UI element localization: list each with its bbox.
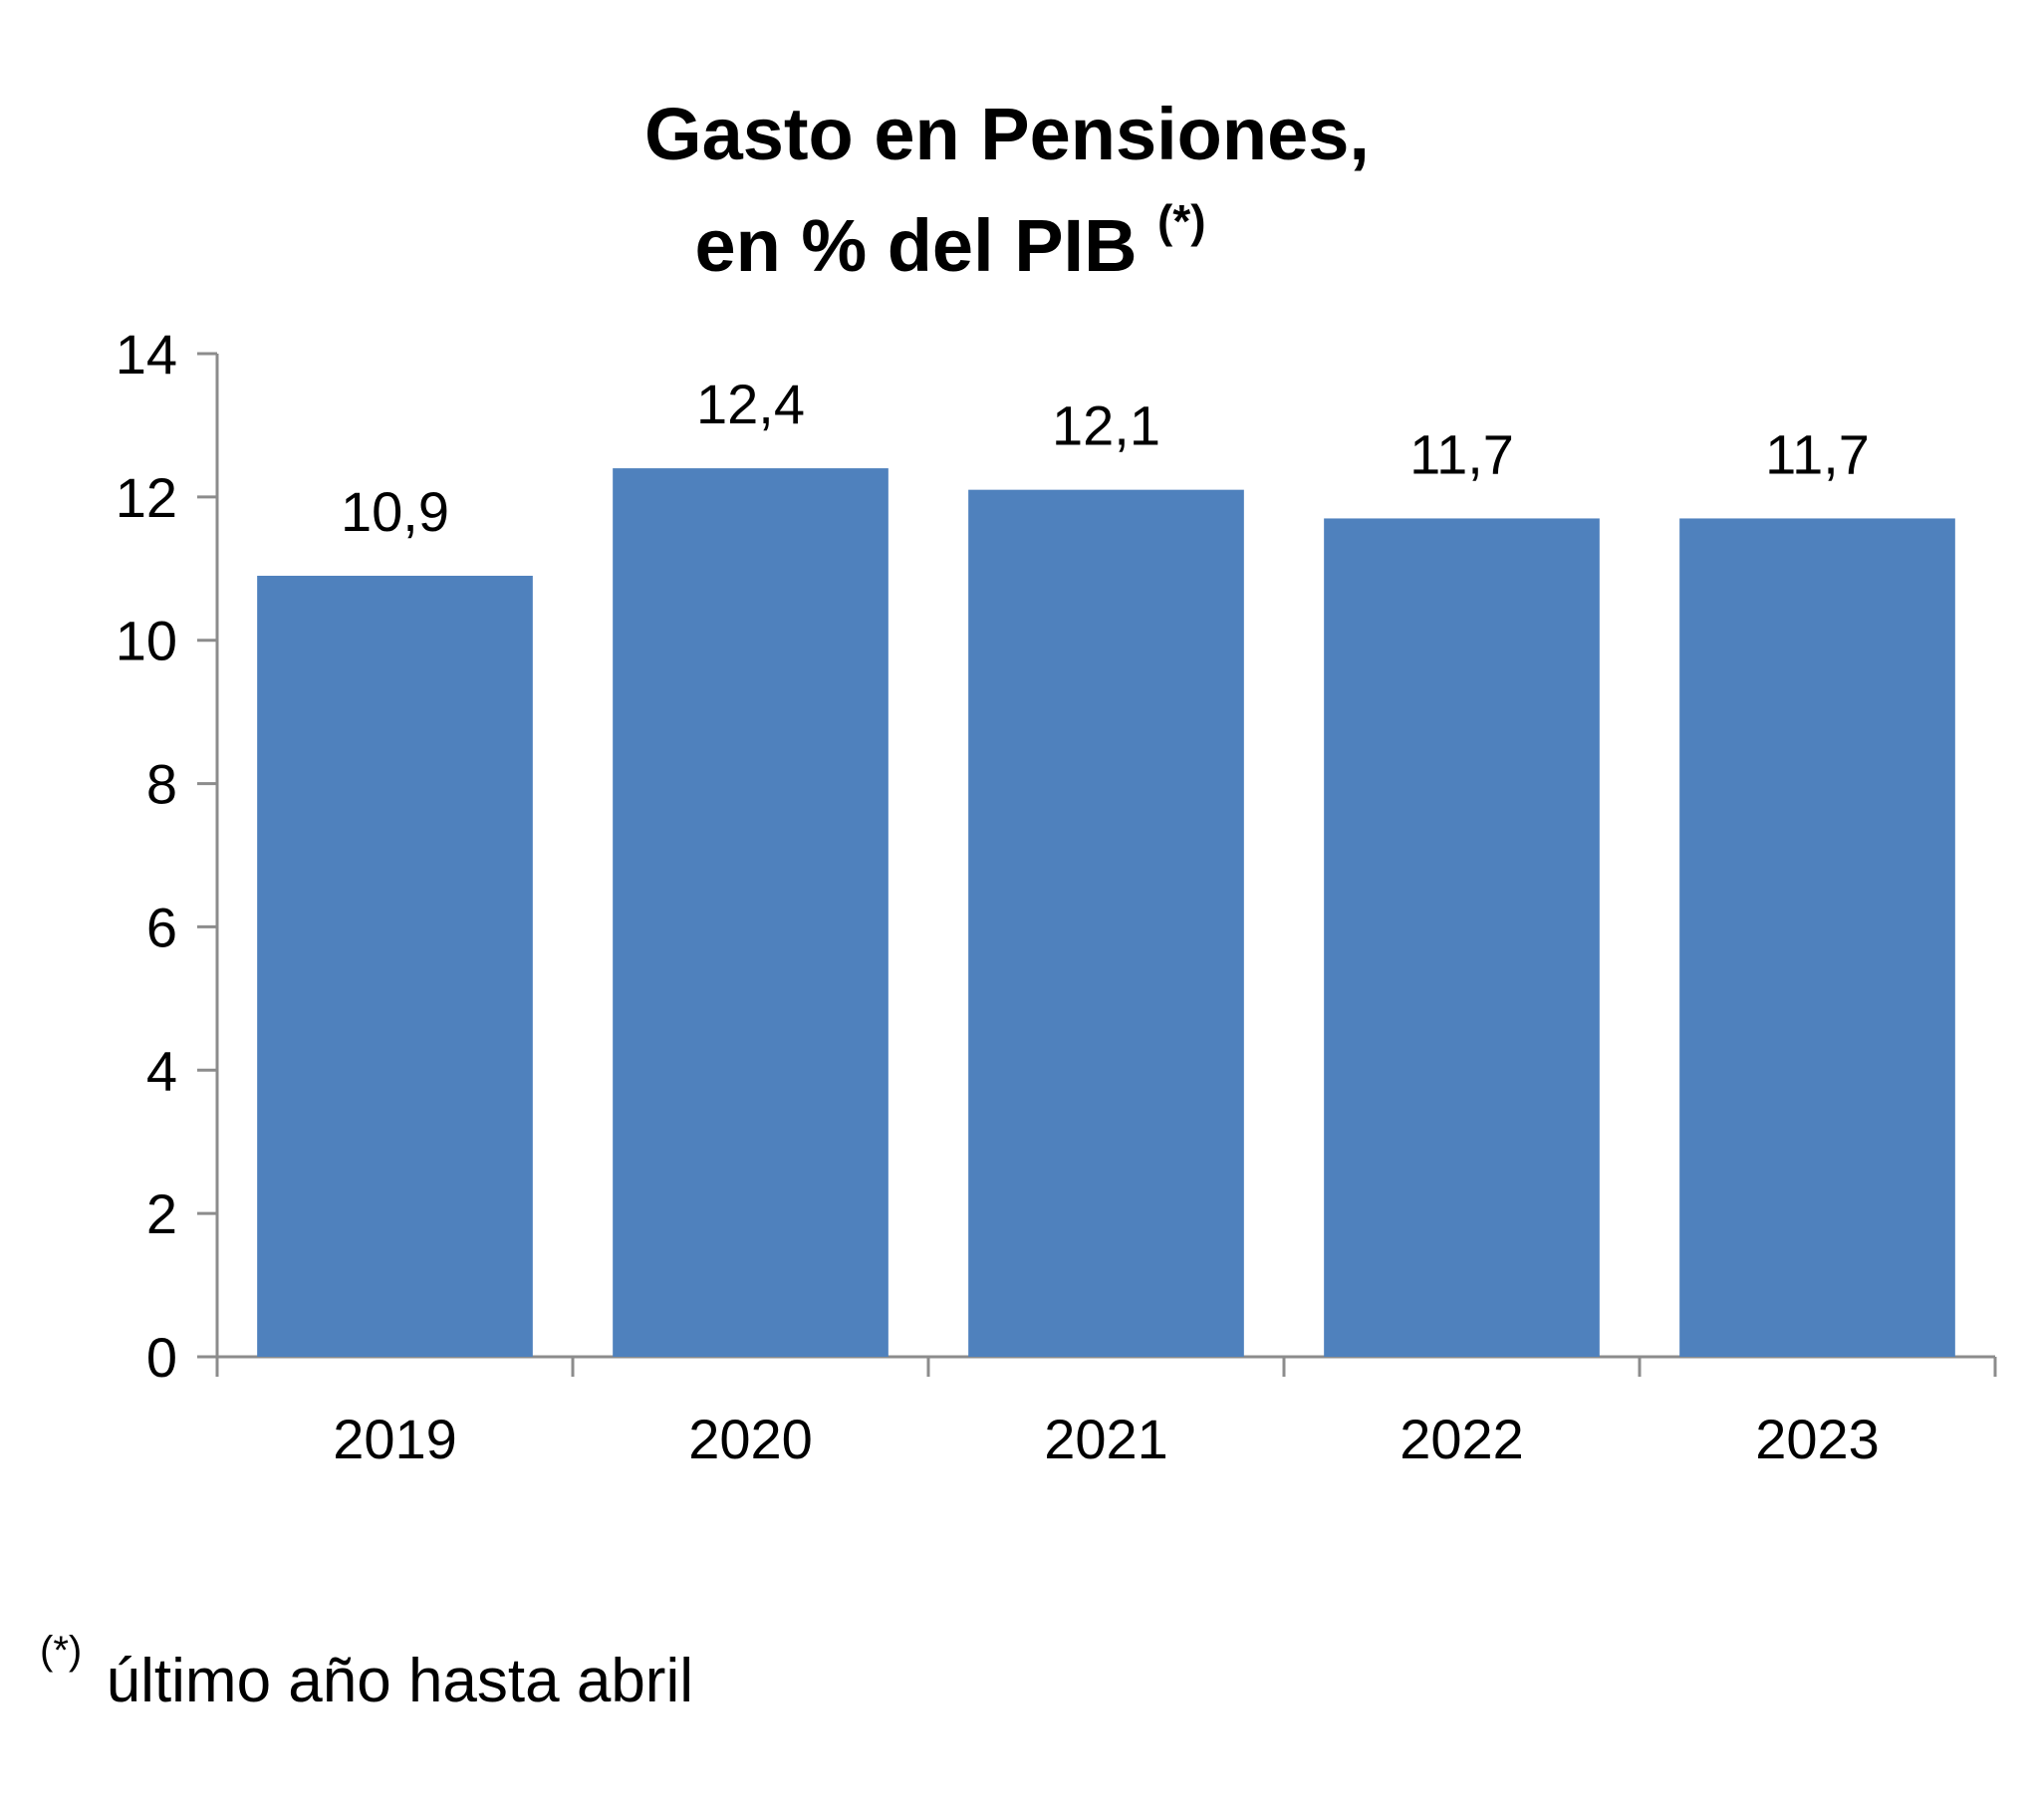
data-label-2019: 10,9	[341, 480, 449, 543]
bar-2023	[1679, 518, 1955, 1357]
bar-2021	[968, 489, 1244, 1357]
x-tick-label: 2019	[333, 1408, 457, 1470]
y-tick-label: 10	[116, 610, 177, 672]
bar-2022	[1324, 518, 1600, 1357]
y-tick-label: 14	[116, 323, 177, 386]
data-label-2022: 11,7	[1409, 422, 1514, 485]
bars	[257, 468, 1955, 1358]
x-tick-label: 2022	[1399, 1408, 1524, 1470]
data-label-2021: 12,1	[1052, 394, 1160, 457]
y-tick-label: 2	[146, 1182, 177, 1245]
y-tick-label: 8	[146, 753, 177, 816]
y-tick-label: 0	[146, 1326, 177, 1389]
footnote-text: último año hasta abril	[107, 1647, 693, 1715]
y-tick-label: 6	[146, 896, 177, 958]
footnote: (*) último año hasta abril	[40, 1629, 693, 1715]
data-labels: 10,9 12,4 12,1 11,7 11,7	[341, 373, 1870, 543]
y-tick-label: 4	[146, 1039, 177, 1102]
chart-title-marker: (*)	[1157, 195, 1206, 247]
y-tick-label: 12	[116, 466, 177, 529]
chart-title: Gasto en Pensiones,	[644, 93, 1370, 175]
footnote-marker: (*)	[40, 1629, 82, 1673]
data-label-2020: 12,4	[696, 373, 805, 435]
bar-2020	[613, 468, 889, 1358]
x-tick-label: 2021	[1044, 1408, 1168, 1470]
axes: 0 2 4 6 8 10 12 14 2019 2020 2021 2022 2023	[116, 323, 1997, 1470]
bar-2019	[257, 575, 533, 1357]
x-tick-label: 2023	[1755, 1408, 1880, 1470]
chart-subtitle: en % del PIB	[694, 204, 1137, 287]
chart-subtitle-line: en % del PIB (*)	[694, 195, 1205, 287]
x-tick-label: 2020	[688, 1408, 813, 1470]
data-label-2023: 11,7	[1765, 422, 1870, 485]
